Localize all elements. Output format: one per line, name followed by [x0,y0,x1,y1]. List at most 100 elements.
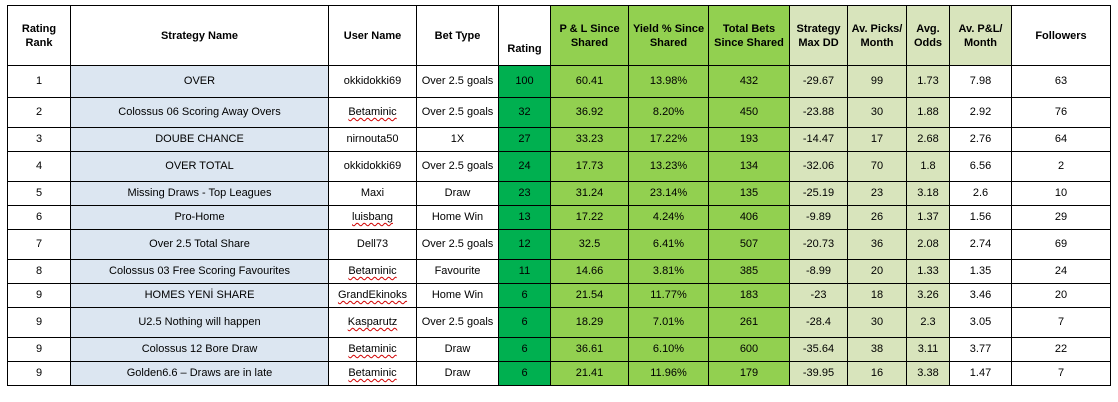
table-row: 5 Missing Draws - Top Leagues Maxi Draw 23 31… [7,181,1111,206]
av-picks-cell: 70 [847,151,907,182]
header-av-picks-month: Av. Picks/ Month [847,5,907,66]
bet-type-cell: Draw [416,361,499,386]
followers-cell: 10 [1011,181,1111,206]
pl-cell: 17.73 [550,151,629,182]
user-name-cell: Betaminic [328,259,417,284]
yield-cell: 8.20% [628,97,709,128]
rank-cell: 2 [7,97,71,128]
strategy-name-cell: Golden6.6 – Draws are in late [70,361,329,386]
user-name-cell: okkidokki69 [328,151,417,182]
rating-cell: 24 [498,151,551,182]
avg-odds-cell: 3.26 [906,283,950,308]
user-name-cell: Maxi [328,181,417,206]
user-name-cell: nirnouta50 [328,127,417,152]
yield-cell: 4.24% [628,205,709,230]
max-dd-cell: -25.19 [789,181,848,206]
rating-cell: 11 [498,259,551,284]
max-dd-cell: -9.89 [789,205,848,230]
user-name-cell: Betaminic [328,361,417,386]
bet-type-cell: Home Win [416,283,499,308]
table-row: 1 OVER okkidokki69 Over 2.5 goals 100 60.41 13… [7,65,1111,98]
pl-cell: 18.29 [550,307,629,338]
rating-cell: 100 [498,65,551,98]
max-dd-cell: -28.4 [789,307,848,338]
user-name-text: Betaminic [348,367,397,379]
rating-cell: 27 [498,127,551,152]
rank-cell: 7 [7,229,71,260]
avg-odds-cell: 1.73 [906,65,950,98]
rank-cell: 4 [7,151,71,182]
followers-cell: 2 [1011,151,1111,182]
total-bets-cell: 600 [708,337,790,362]
max-dd-cell: -8.99 [789,259,848,284]
av-picks-cell: 99 [847,65,907,98]
av-pl-month-cell: 3.05 [949,307,1012,338]
table-row: 9 HOMES YENİ SHARE GrandEkinoks Home Win 6 21… [7,283,1111,308]
pl-cell: 32.5 [550,229,629,260]
max-dd-cell: -32.06 [789,151,848,182]
strategy-name-cell: Over 2.5 Total Share [70,229,329,260]
header-av-pl-month: Av. P&L/ Month [949,5,1012,66]
user-name-text: Betaminic [348,265,397,277]
user-name-text: nirnouta50 [346,133,399,145]
total-bets-cell: 406 [708,205,790,230]
rank-cell: 9 [7,307,71,338]
rank-cell: 5 [7,181,71,206]
user-name-text: luisbang [352,211,393,223]
yield-cell: 17.22% [628,127,709,152]
yield-cell: 11.77% [628,283,709,308]
strategy-name-cell: Missing Draws - Top Leagues [70,181,329,206]
table-row: 8 Colossus 03 Free Scoring Favourites Beta… [7,259,1111,284]
header-yield-since-shared: Yield % Since Shared [628,5,709,66]
avg-odds-cell: 2.68 [906,127,950,152]
rank-cell: 9 [7,283,71,308]
table-row: 9 U2.5 Nothing will happen Kasparutz Over 2… [7,307,1111,338]
rating-cell: 12 [498,229,551,260]
followers-cell: 7 [1011,307,1111,338]
header-followers: Followers [1011,5,1111,66]
rank-cell: 3 [7,127,71,152]
followers-cell: 29 [1011,205,1111,230]
user-name-text: okkidokki69 [343,75,402,87]
av-pl-month-cell: 3.77 [949,337,1012,362]
max-dd-cell: -29.67 [789,65,848,98]
rank-cell: 8 [7,259,71,284]
header-rating-rank: Rating Rank [7,5,71,66]
avg-odds-cell: 1.88 [906,97,950,128]
followers-cell: 69 [1011,229,1111,260]
pl-cell: 21.41 [550,361,629,386]
total-bets-cell: 432 [708,65,790,98]
user-name-text: Kasparutz [347,316,398,328]
user-name-text: okkidokki69 [343,160,402,172]
strategy-name-cell: Colossus 12 Bore Draw [70,337,329,362]
strategy-name-cell: U2.5 Nothing will happen [70,307,329,338]
bet-type-cell: Over 2.5 goals [416,65,499,98]
table-row: 9 Colossus 12 Bore Draw Betaminic Draw 6 36.6… [7,337,1111,362]
rating-cell: 32 [498,97,551,128]
av-pl-month-cell: 6.56 [949,151,1012,182]
av-picks-cell: 17 [847,127,907,152]
header-avg-odds: Avg. Odds [906,5,950,66]
yield-cell: 6.41% [628,229,709,260]
user-name-cell: luisbang [328,205,417,230]
header-row: Rating Rank Strategy Name User Name Bet … [7,5,1111,66]
user-name-text: Dell73 [356,238,389,250]
user-name-cell: GrandEkinoks [328,283,417,308]
strategy-name-cell: Colossus 03 Free Scoring Favourites [70,259,329,284]
avg-odds-cell: 3.11 [906,337,950,362]
total-bets-cell: 183 [708,283,790,308]
av-pl-month-cell: 1.47 [949,361,1012,386]
bet-type-cell: 1X [416,127,499,152]
strategy-name-cell: DOUBE CHANCE [70,127,329,152]
rating-cell: 6 [498,307,551,338]
table-row: 9 Golden6.6 – Draws are in late Betaminic D… [7,361,1111,386]
max-dd-cell: -23 [789,283,848,308]
strategy-name-cell: OVER TOTAL [70,151,329,182]
strategy-rankings-table: Rating Rank Strategy Name User Name Bet … [7,5,1111,386]
avg-odds-cell: 2.3 [906,307,950,338]
header-total-bets-since-shared: Total Bets Since Shared [708,5,790,66]
avg-odds-cell: 1.37 [906,205,950,230]
total-bets-cell: 261 [708,307,790,338]
followers-cell: 24 [1011,259,1111,284]
header-rating: Rating [498,5,551,66]
